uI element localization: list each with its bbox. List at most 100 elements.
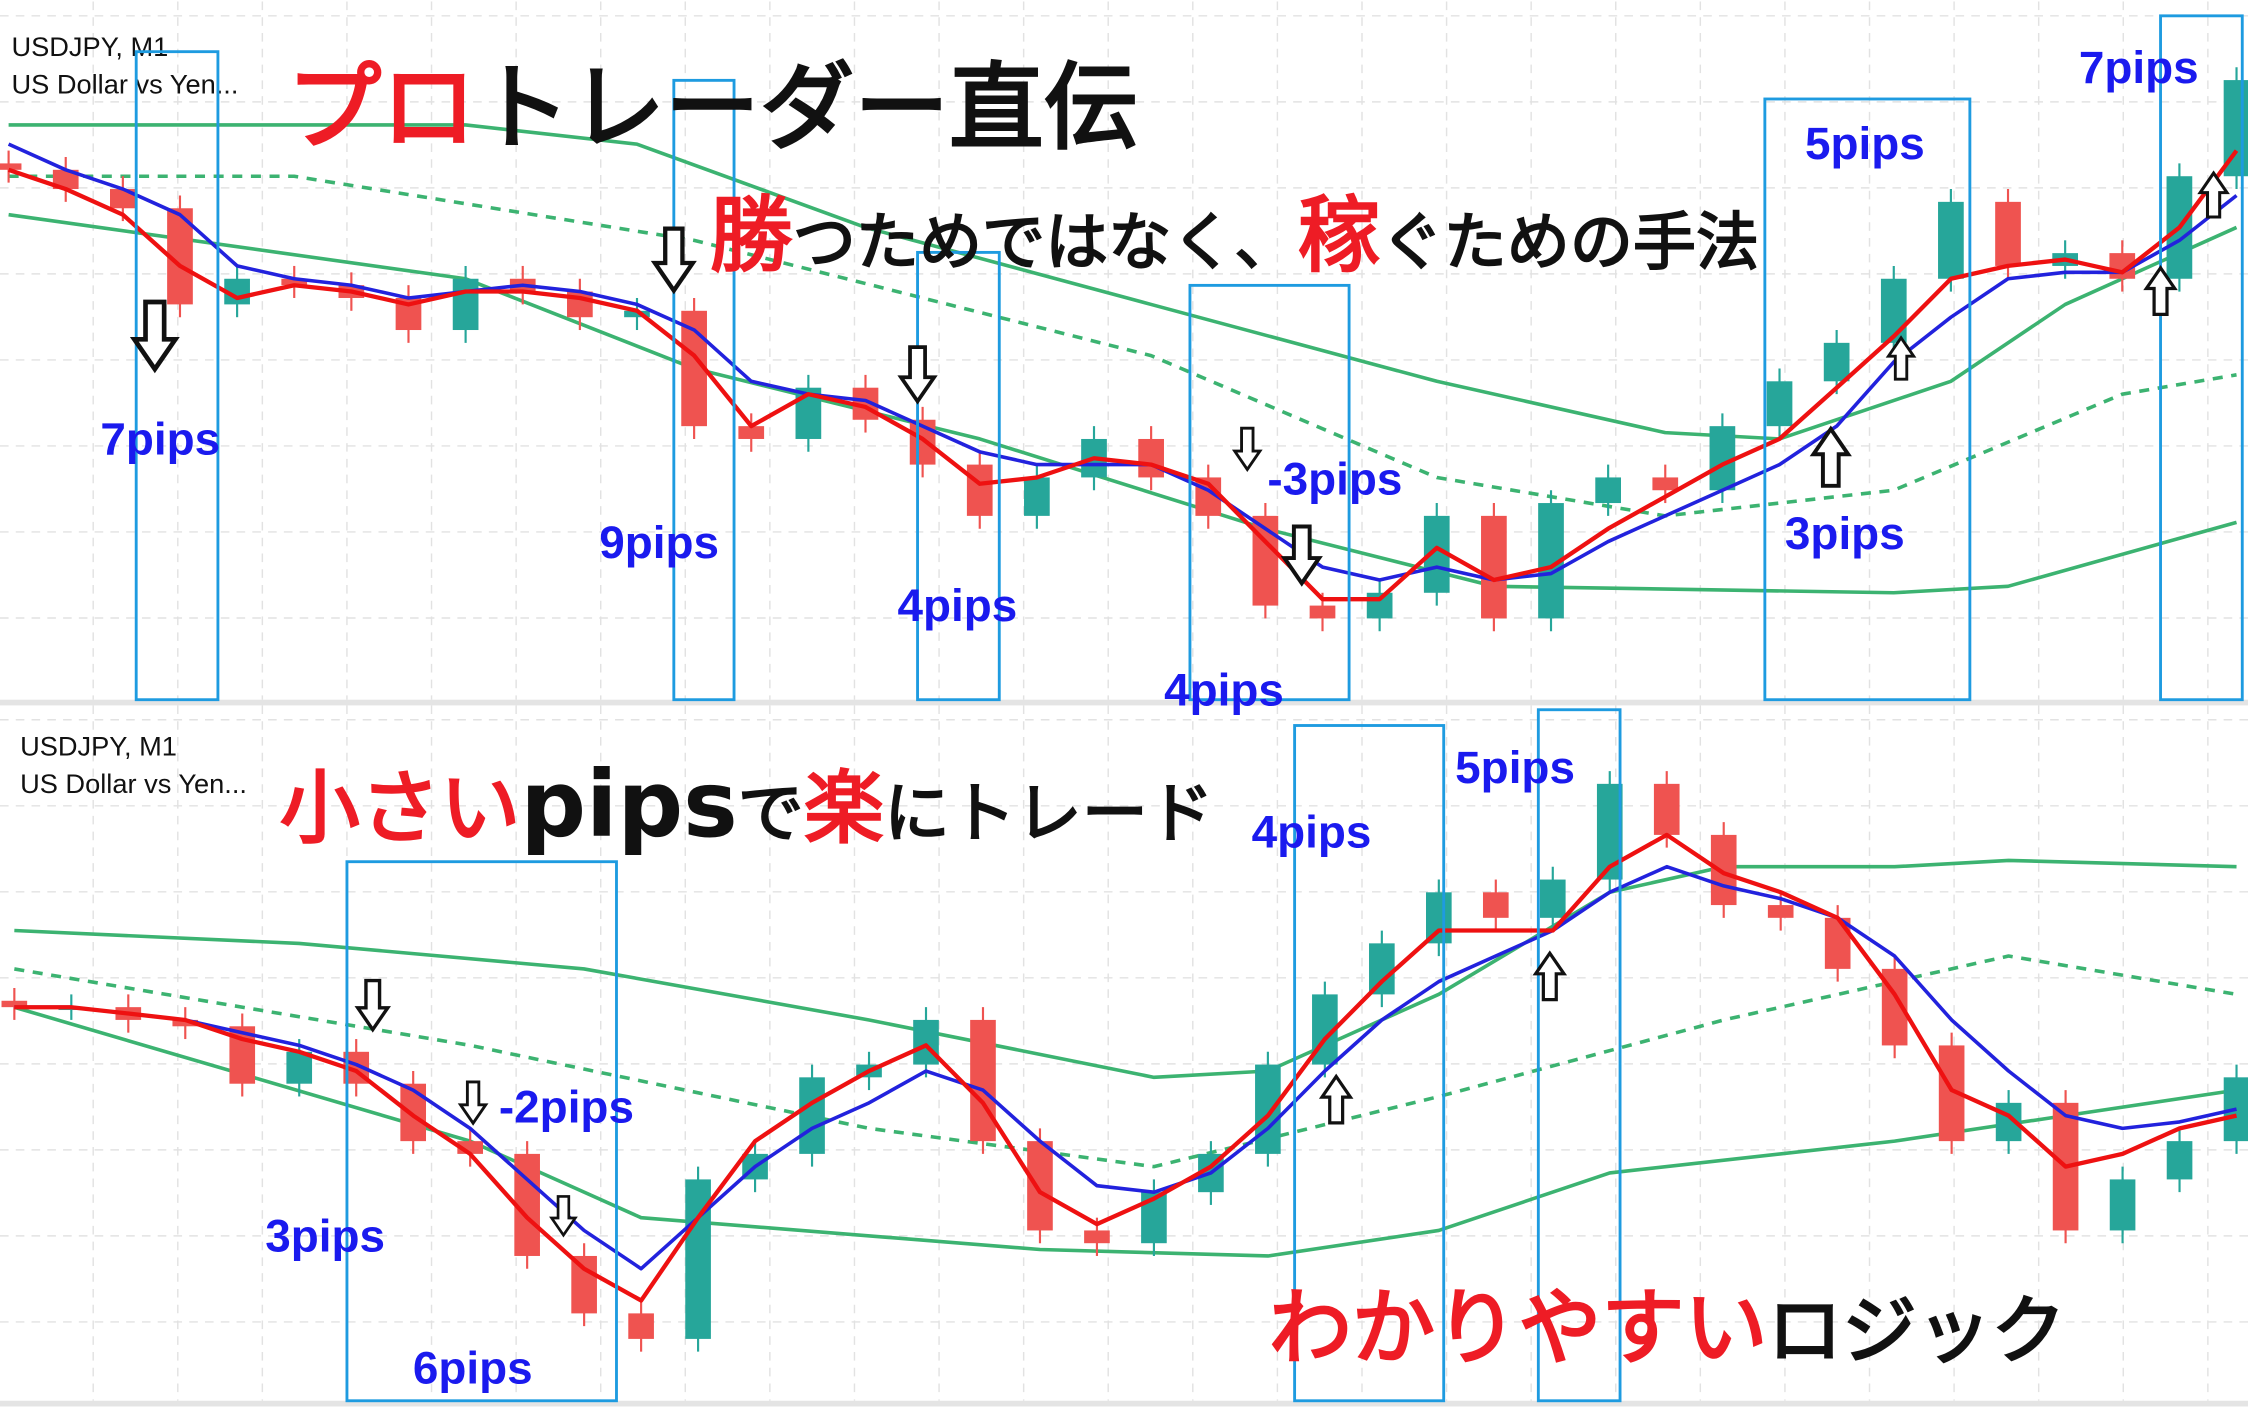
headline-small-pips: 小さいpipsで楽にトレード bbox=[280, 751, 1214, 858]
ma-fast-line bbox=[7, 149, 2239, 602]
candle-bullish bbox=[1255, 1064, 1281, 1154]
candle-bullish bbox=[452, 278, 479, 331]
pips-label: 3pips bbox=[1785, 507, 1905, 559]
trade-box bbox=[1536, 708, 1622, 1403]
arrow-down-icon bbox=[897, 345, 938, 405]
candle-bearish bbox=[0, 163, 22, 170]
arrow-up-icon bbox=[1532, 950, 1568, 1002]
candle-bullish bbox=[1369, 943, 1395, 995]
candle-bullish bbox=[286, 1051, 313, 1084]
arrow-down-icon bbox=[1231, 426, 1263, 472]
headline-black-part: ロジック bbox=[1768, 1287, 2066, 1374]
top-chart-grid bbox=[0, 1, 2248, 700]
headline-black-part: にトレード bbox=[884, 775, 1214, 852]
panel-divider[interactable] bbox=[0, 699, 2248, 706]
arrow-down-icon bbox=[549, 1195, 578, 1238]
headline-red-part: 勝 bbox=[710, 187, 794, 284]
trade-box bbox=[134, 50, 220, 702]
pips-label: 5pips bbox=[1805, 117, 1925, 169]
ma-fast-line bbox=[14, 832, 2238, 1303]
arrow-up-icon bbox=[1885, 335, 1917, 381]
candle-bullish bbox=[1709, 426, 1736, 491]
candle-bullish bbox=[2166, 1141, 2193, 1180]
candle-bullish bbox=[1880, 278, 1907, 343]
pips-label: -3pips bbox=[1267, 453, 1402, 505]
candle-bullish bbox=[1024, 477, 1050, 516]
band-upper-line bbox=[14, 858, 2237, 1080]
pips-label: 4pips bbox=[897, 579, 1017, 631]
pips-label: 7pips bbox=[100, 413, 220, 465]
candle-bullish bbox=[1539, 879, 1566, 918]
headline-red-part: 稼 bbox=[1297, 187, 1380, 284]
band-middle-line bbox=[14, 954, 2237, 1169]
band-middle-line bbox=[8, 174, 2237, 518]
arrow-down-icon bbox=[1280, 524, 1323, 587]
candle-bearish bbox=[1995, 201, 2021, 266]
candle-bearish bbox=[1482, 892, 1509, 918]
arrow-up-icon bbox=[1809, 425, 1852, 488]
headline-pro-trader: プロトレーダー直伝 bbox=[287, 54, 1138, 164]
candle-bearish bbox=[1138, 438, 1164, 478]
bottom-chart-panel bbox=[0, 705, 2248, 1407]
ma-slow-line bbox=[14, 864, 2237, 1271]
candle-bullish bbox=[1938, 201, 1964, 279]
candle-bullish bbox=[1766, 381, 1793, 427]
pips-label: 9pips bbox=[599, 516, 719, 568]
headline-easy-logic: わかりやすいロジック bbox=[1269, 1279, 2066, 1376]
candle-bullish bbox=[913, 1019, 939, 1065]
arrow-down-icon bbox=[457, 1080, 489, 1126]
pips-label: 7pips bbox=[2079, 41, 2199, 93]
arrow-up-icon bbox=[2197, 170, 2230, 219]
candle-bearish bbox=[172, 1019, 199, 1027]
candle-bearish bbox=[966, 464, 993, 516]
pips-label: 6pips bbox=[413, 1342, 533, 1394]
pips-label: 3pips bbox=[265, 1210, 385, 1262]
symbol-label: USDJPY, M1 bbox=[20, 731, 177, 762]
bottom-candlestick-chart bbox=[1, 771, 2248, 1352]
trade-box bbox=[1763, 97, 1972, 702]
arrow-down-icon bbox=[650, 226, 697, 295]
candle-bullish bbox=[1595, 477, 1621, 504]
candle-bearish bbox=[400, 1083, 427, 1142]
headline-black-part: で bbox=[738, 775, 804, 852]
candle-bearish bbox=[571, 1255, 597, 1314]
trade-box bbox=[1188, 283, 1351, 702]
top-chart-background bbox=[0, 1, 2248, 702]
candle-bearish bbox=[1710, 834, 1737, 906]
pips-label: -2pips bbox=[499, 1081, 634, 1133]
top-chart-panel bbox=[0, 1, 2248, 702]
trade-box bbox=[345, 860, 618, 1403]
band-lower-line bbox=[13, 1005, 2237, 1258]
arrow-down-icon bbox=[129, 299, 180, 374]
candle-bearish bbox=[970, 1019, 996, 1142]
headline-black-part: ぐための手法 bbox=[1381, 205, 1759, 279]
candle-bearish bbox=[738, 426, 765, 439]
headline-black-part: pips bbox=[520, 751, 737, 858]
headline-red-part: わかりやすい bbox=[1269, 1279, 1768, 1376]
bottom-chart-grid bbox=[0, 705, 2248, 1401]
trade-box bbox=[2159, 14, 2244, 702]
pips-label: 4pips bbox=[1164, 663, 1284, 715]
bottom-edge bbox=[0, 1400, 2248, 1407]
candle-bearish bbox=[52, 169, 79, 190]
candle-bearish bbox=[1767, 905, 1794, 918]
candle-bearish bbox=[628, 1313, 654, 1339]
candle-bearish bbox=[1, 1000, 28, 1008]
candle-bullish bbox=[799, 1077, 825, 1154]
symbol-label: USDJPY, M1 bbox=[11, 31, 168, 62]
candle-bullish bbox=[624, 310, 650, 318]
top-candlestick-chart bbox=[0, 67, 2248, 632]
candle-bearish bbox=[1652, 477, 1679, 491]
symbol-description: US Dollar vs Yen... bbox=[20, 768, 247, 799]
headline-red-part: プロ bbox=[287, 54, 476, 164]
headline-black-part: トレーダー直伝 bbox=[476, 54, 1138, 164]
symbol-description: US Dollar vs Yen... bbox=[11, 68, 238, 99]
pips-label: 5pips bbox=[1455, 741, 1575, 793]
candle-bearish bbox=[1027, 1141, 1053, 1231]
headline-black-part: つためではなく、 bbox=[793, 205, 1298, 279]
candle-bullish bbox=[2109, 1179, 2136, 1231]
bottom-chart-background bbox=[0, 705, 2248, 1407]
band-upper-line bbox=[8, 123, 2238, 441]
candle-bearish bbox=[1653, 783, 1680, 835]
